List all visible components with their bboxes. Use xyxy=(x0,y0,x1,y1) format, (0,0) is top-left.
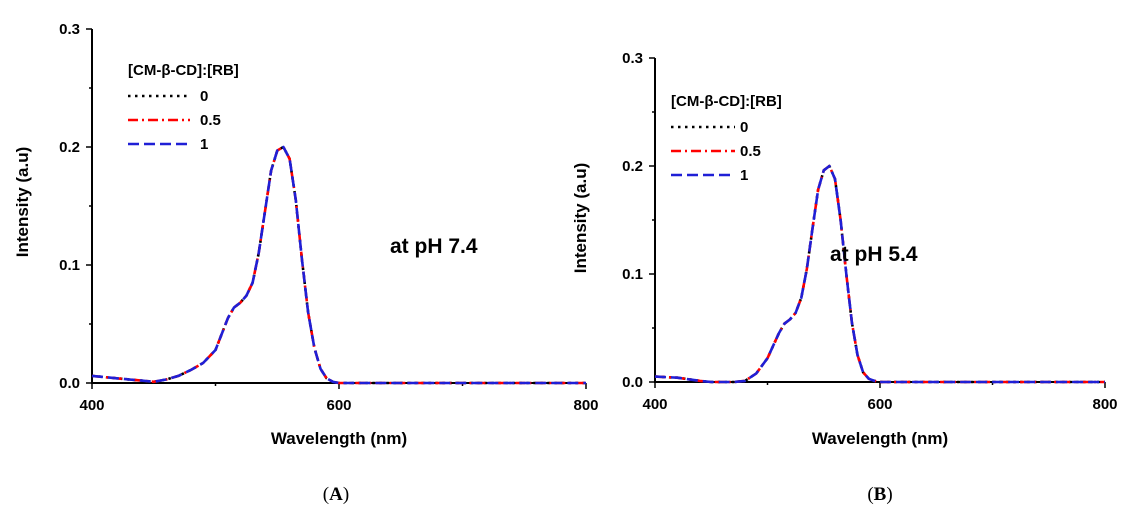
panel-letter: B xyxy=(874,484,887,505)
legend-label: 0.5 xyxy=(740,143,761,160)
series-line-0 xyxy=(91,145,586,385)
y-tick-label: 0.0 xyxy=(622,374,643,391)
panel-label: (B) xyxy=(867,484,892,505)
y-tick-label: 0.2 xyxy=(622,158,643,175)
y-tick-label: 0.1 xyxy=(622,266,643,283)
series-line-1 xyxy=(91,145,586,385)
x-tick-label: 800 xyxy=(573,397,598,414)
y-tick-label: 0.3 xyxy=(59,21,80,38)
ph-annotation: at pH 7.4 xyxy=(390,235,478,258)
series-line-0 xyxy=(654,164,1105,384)
y-tick-label: 0.3 xyxy=(622,50,643,67)
series-line-1 xyxy=(654,164,1105,384)
chart-panel-a: 0.0 0.1 0.2 0.3 400 600 800 Wavelength (nm) Inte… xyxy=(13,21,599,505)
x-tick-label: 600 xyxy=(326,397,351,414)
legend-title: [CM-β-CD]:[RB] xyxy=(128,62,239,79)
series-line-0-5 xyxy=(91,145,586,385)
x-axis-title: Wavelength (nm) xyxy=(271,429,407,448)
y-tick-label: 0.2 xyxy=(59,139,80,156)
x-tick-label: 400 xyxy=(642,396,667,413)
legend-label: 0 xyxy=(200,88,208,105)
panel-label: (A) xyxy=(323,484,349,505)
x-tick-label: 600 xyxy=(867,396,892,413)
series-line-0-5 xyxy=(654,164,1105,384)
legend-title: [CM-β-CD]:[RB] xyxy=(671,93,782,110)
legend-label: 1 xyxy=(740,167,748,184)
panel-letter: A xyxy=(329,484,343,505)
x-tick-label: 800 xyxy=(1092,396,1117,413)
y-axis-title: Intensity (a.u) xyxy=(13,147,32,258)
legend-label: 0 xyxy=(740,119,748,136)
chart-panel-b: 0.0 0.1 0.2 0.3 400 600 800 Wavelength (nm) Inte… xyxy=(571,50,1118,505)
axes xyxy=(91,29,586,384)
y-axis-title: Intensity (a.u) xyxy=(571,163,590,274)
legend-label: 0.5 xyxy=(200,112,221,129)
x-axis-title: Wavelength (nm) xyxy=(812,429,948,448)
x-tick-label: 400 xyxy=(79,397,104,414)
y-tick-label: 0.0 xyxy=(59,375,80,392)
y-tick-label: 0.1 xyxy=(59,257,80,274)
ph-annotation: at pH 5.4 xyxy=(830,243,918,266)
legend-label: 1 xyxy=(200,136,208,153)
